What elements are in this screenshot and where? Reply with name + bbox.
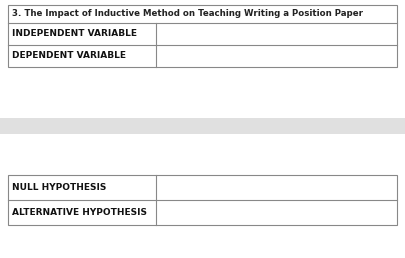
Text: NULL HYPOTHESIS: NULL HYPOTHESIS: [12, 183, 107, 192]
Bar: [8, 175, 397, 225]
Text: 3. The Impact of Inductive Method on Teaching Writing a Position Paper: 3. The Impact of Inductive Method on Tea…: [12, 10, 363, 19]
Text: INDEPENDENT VARIABLE: INDEPENDENT VARIABLE: [12, 29, 137, 38]
Text: DEPENDENT VARIABLE: DEPENDENT VARIABLE: [12, 52, 126, 60]
Bar: [0, 118, 405, 134]
Bar: [8, 5, 397, 67]
Text: ALTERNATIVE HYPOTHESIS: ALTERNATIVE HYPOTHESIS: [12, 208, 147, 217]
